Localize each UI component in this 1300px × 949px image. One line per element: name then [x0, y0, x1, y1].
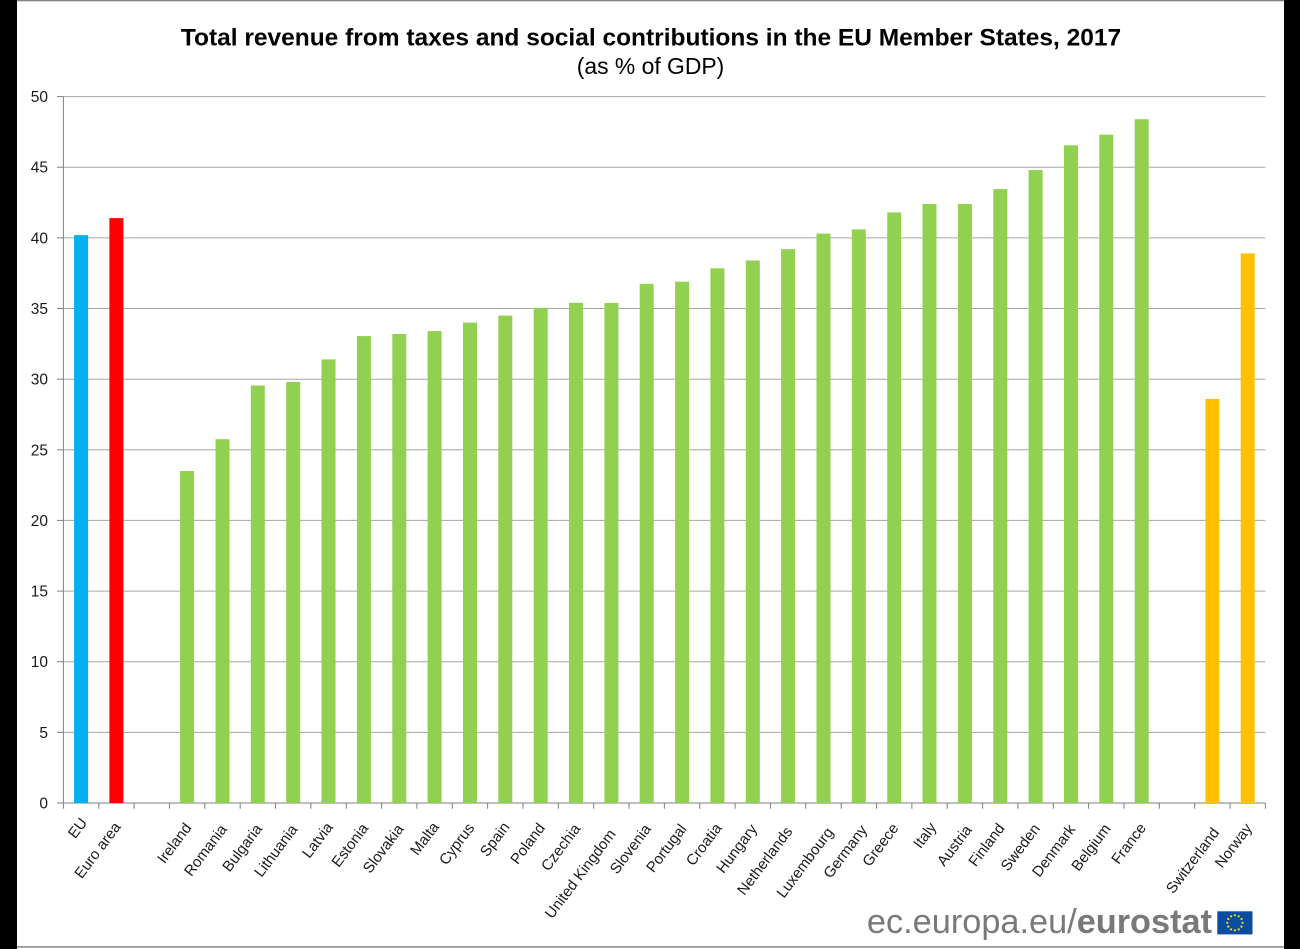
svg-text:35: 35 — [31, 301, 48, 318]
svg-text:(as % of GDP): (as % of GDP) — [577, 53, 725, 79]
svg-text:45: 45 — [31, 160, 48, 177]
svg-text:25: 25 — [31, 442, 48, 459]
svg-text:Total revenue from taxes and s: Total revenue from taxes and social cont… — [181, 25, 1121, 52]
svg-text:ec.europa.eu/eurostat: ec.europa.eu/eurostat — [867, 903, 1212, 941]
svg-text:20: 20 — [31, 513, 49, 530]
svg-text:30: 30 — [31, 372, 49, 389]
svg-text:10: 10 — [31, 654, 49, 671]
svg-text:0: 0 — [39, 796, 48, 813]
svg-text:50: 50 — [31, 89, 49, 106]
svg-text:15: 15 — [31, 584, 48, 601]
svg-text:40: 40 — [31, 230, 49, 247]
svg-text:5: 5 — [39, 725, 48, 742]
